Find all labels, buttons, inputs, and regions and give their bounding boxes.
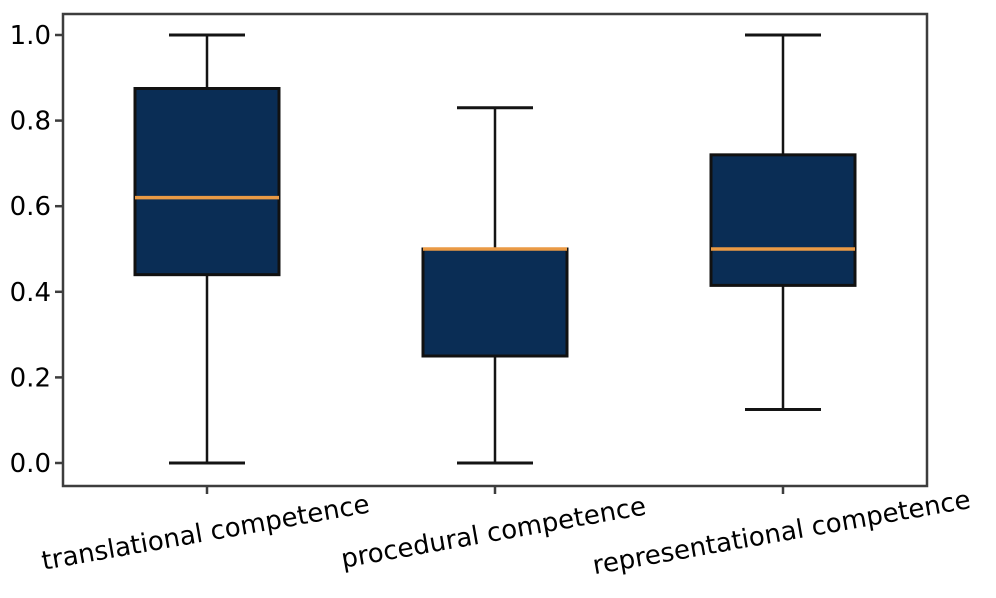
iqr-box [709,153,857,287]
y-tick-label: 0.4 [10,278,51,308]
y-tick-label: 0.2 [10,363,51,393]
box-procedural-competence [421,106,569,465]
y-tick-label: 0.6 [10,192,51,222]
y-tick-label: 0.8 [10,107,51,137]
y-tick-label: 0.0 [10,449,51,479]
iqr-box [133,87,281,277]
y-tick-label: 1.0 [10,21,51,51]
x-tick-label: representational competence [590,485,972,581]
box-translational-competence [133,33,281,465]
iqr-box [421,247,569,358]
box-representational-competence [709,33,857,411]
x-tick-label: translational competence [39,490,371,577]
